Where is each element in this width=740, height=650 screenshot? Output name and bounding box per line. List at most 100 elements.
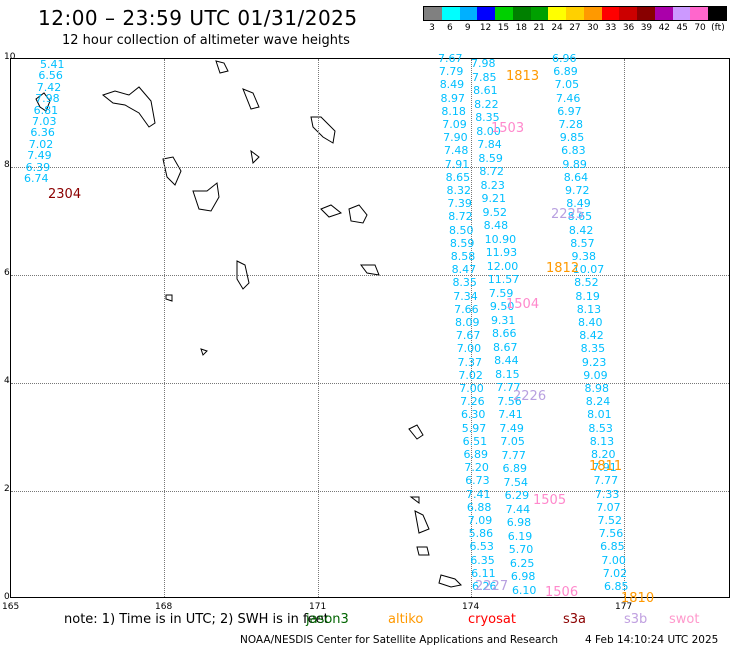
wave-height-value: 8.19	[575, 289, 600, 303]
legend-item-jason3: jason3	[306, 612, 349, 627]
grid-line-horizontal	[11, 383, 729, 384]
wave-height-value: 8.72	[448, 210, 473, 224]
wave-height-value: 8.65	[567, 210, 593, 224]
map-subtitle: 12 hour collection of altimeter wave hei…	[62, 33, 350, 48]
scale-label: 24	[551, 23, 563, 33]
wave-height-value: 9.09	[583, 368, 608, 382]
wave-height-value: 7.46	[555, 91, 581, 105]
wave-height-value: 6.96	[552, 52, 577, 65]
wave-height-value: 7.67	[455, 329, 481, 343]
wave-height-value: 7.00	[456, 342, 482, 356]
wave-height-value: 10.07	[572, 263, 605, 277]
wave-height-value: 6.81	[33, 103, 59, 117]
wave-height-value: 8.42	[579, 329, 604, 343]
wave-height-value: 9.23	[581, 355, 607, 369]
wave-height-value: 8.49	[439, 78, 465, 92]
wave-height-value: 7.66	[454, 302, 479, 316]
wave-height-value: 7.26	[460, 395, 485, 409]
wave-height-value: 7.05	[500, 435, 525, 448]
pass-label: 1810	[621, 591, 655, 606]
wave-height-value: 7.42	[36, 80, 62, 94]
pass-label: 2227	[475, 579, 509, 594]
y-tick-label: 6	[4, 268, 10, 278]
wave-height-value: 6.11	[471, 566, 496, 580]
wave-height-value: 7.77	[593, 474, 619, 488]
wave-height-value: 6.83	[561, 144, 586, 158]
wave-height-value: 6.89	[463, 448, 489, 461]
scale-label: 27	[569, 23, 581, 33]
scale-swatch	[424, 7, 442, 20]
wave-height-value: 7.91	[444, 157, 470, 171]
wave-height-value: 8.23	[480, 178, 505, 192]
wave-height-value: 5.97	[461, 421, 487, 435]
y-tick-label: 10	[4, 52, 16, 62]
wave-height-value: 6.53	[469, 540, 494, 554]
scale-label: 30	[587, 23, 599, 33]
scale-swatch	[583, 7, 602, 20]
wave-height-value: 7.07	[596, 500, 621, 514]
wave-height-value: 8.24	[585, 395, 611, 409]
scale-swatch	[566, 7, 584, 20]
scale-label: 70	[694, 23, 706, 33]
wave-height-value: 7.77	[496, 381, 521, 394]
wave-height-value: 8.01	[587, 408, 612, 422]
wave-height-value: 7.56	[598, 527, 624, 541]
wave-height-value: 8.98	[584, 382, 610, 395]
pass-label: 1505	[533, 493, 567, 508]
wave-height-value: 7.90	[443, 131, 468, 145]
legend-item-altiko: altiko	[388, 612, 424, 627]
scale-swatch	[441, 7, 460, 20]
y-tick-label: 2	[4, 484, 10, 494]
grid-line-vertical	[471, 59, 472, 597]
legend-item-s3b: s3b	[624, 612, 648, 627]
wave-height-value: 7.98	[35, 92, 60, 106]
wave-height-value: 7.41	[498, 408, 523, 421]
wave-height-value: 8.59	[478, 151, 503, 165]
pass-label: 1506	[545, 585, 579, 600]
color-scale-bar	[423, 6, 727, 21]
pass-label: 2304	[48, 187, 82, 202]
wave-height-value: 6.85	[604, 580, 629, 593]
scale-label: (ft)	[711, 23, 725, 33]
scale-label: 6	[446, 23, 453, 33]
color-scale: 3 6 9 12 15 18 21 24 27 30 33 36 39 42 45 70 (ft)	[423, 6, 727, 33]
wave-height-value: 8.09	[455, 316, 480, 329]
wave-height-value: 7.39	[447, 197, 472, 211]
scale-label: 45	[676, 23, 688, 33]
wave-height-value: 8.50	[449, 223, 474, 237]
y-tick-label: 0	[4, 592, 10, 602]
wave-height-value: 7.00	[601, 553, 626, 567]
wave-height-value: 8.49	[566, 197, 591, 211]
wave-height-value: 6.73	[465, 474, 490, 488]
scale-swatch	[477, 7, 496, 20]
wave-height-value: 7.52	[597, 514, 623, 527]
scale-label: 21	[533, 23, 545, 33]
wave-height-value: 7.09	[442, 118, 467, 131]
wave-height-value: 6.85	[600, 540, 625, 554]
scale-swatch	[601, 7, 620, 20]
wave-height-value: 9.72	[565, 184, 590, 197]
scale-swatch	[495, 7, 513, 20]
wave-height-value: 8.67	[493, 340, 518, 354]
grid-line-horizontal	[11, 275, 729, 276]
wave-height-value: 7.02	[458, 368, 483, 382]
wave-height-value: 8.47	[451, 263, 477, 277]
wave-height-value: 8.48	[483, 219, 509, 232]
wave-height-value: 8.42	[568, 223, 594, 237]
scale-label: 12	[479, 23, 492, 33]
wave-height-value: 9.50	[489, 300, 515, 313]
wave-height-value: 8.64	[563, 170, 589, 184]
wave-height-value: 7.98	[471, 57, 496, 70]
wave-height-value: 9.89	[562, 157, 587, 171]
wave-height-value: 6.29	[504, 489, 530, 502]
scale-label: 39	[640, 23, 653, 33]
wave-height-value: 8.13	[576, 302, 602, 316]
wave-height-value: 8.18	[441, 104, 466, 118]
footer-note: note: 1) Time is in UTC; 2) SWH is in fe…	[64, 612, 329, 627]
wave-height-value: 7.33	[594, 487, 620, 501]
wave-height-value: 7.85	[472, 70, 497, 84]
wave-height-value: 8.15	[495, 367, 520, 381]
wave-height-value: 6.56	[38, 69, 63, 83]
wave-height-value: 7.77	[501, 448, 526, 462]
wave-height-value: 8.20	[591, 448, 616, 461]
